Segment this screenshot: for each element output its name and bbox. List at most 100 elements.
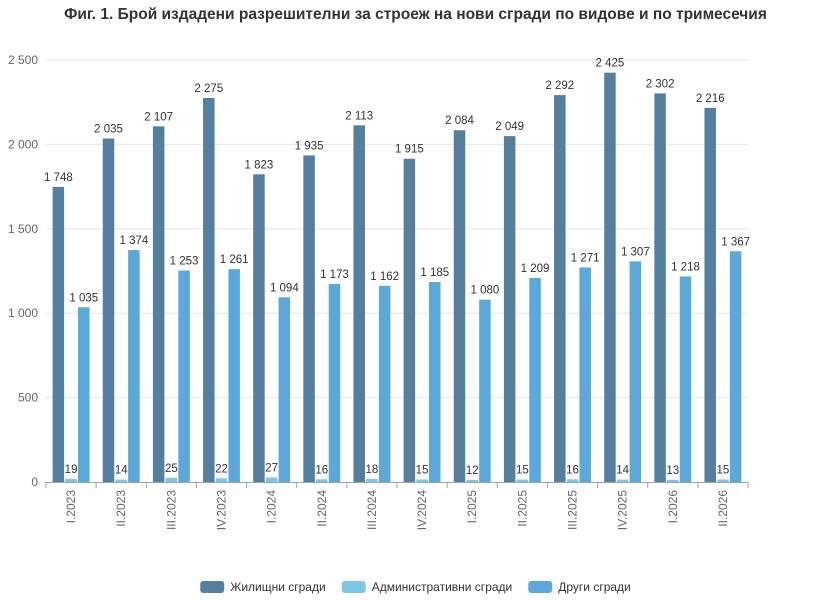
bar [128,250,140,482]
data-label: 1 185 [420,267,449,279]
y-tick-label: 1 500 [8,222,38,236]
legend-swatch [200,581,225,593]
bar [178,270,190,482]
bar [729,251,742,482]
data-label: 16 [566,464,579,476]
bar [203,97,215,482]
bar [479,299,491,482]
bar [366,478,378,482]
bar [215,478,228,482]
data-label: 2 084 [445,115,474,127]
data-label: 14 [616,465,629,477]
data-label: 15 [516,464,529,476]
chart-title: Фиг. 1. Брой издадени разрешителни за ст… [64,6,767,23]
data-label: 19 [65,464,78,476]
bar [604,72,616,482]
legend-label: Административни сгради [372,580,513,594]
x-tick-label: III.2024 [365,490,379,530]
data-label: 1 261 [220,254,249,266]
bar [453,130,466,482]
data-label: 22 [215,463,228,475]
bar [78,307,90,482]
data-label: 2 113 [345,110,373,122]
data-label: 16 [315,464,328,476]
bar [378,285,391,482]
data-label: 2 049 [495,121,524,133]
data-label: 2 107 [144,111,173,123]
x-tick-label: I.2025 [465,490,479,524]
data-label: 14 [115,465,128,477]
bar [516,479,529,482]
bar [115,479,127,482]
data-label: 2 302 [646,78,675,90]
data-label: 1 080 [471,285,500,297]
data-label: 12 [466,465,479,477]
bar [316,479,328,482]
x-tick-label: IV.2025 [616,490,630,531]
bar [65,478,77,482]
data-labels: 1 748 2 035 2 107 2 275 1 823 1 935 2 113 1 915… [44,58,750,477]
x-tick-label: II.2026 [716,490,730,527]
x-tick-label: IV.2024 [415,490,429,531]
data-label: 2 292 [545,80,574,92]
data-label: 1 162 [370,271,399,283]
bar [403,158,416,483]
data-label: 1 307 [621,246,650,258]
bar [328,283,341,482]
bars [52,72,742,483]
bar [303,155,315,482]
bar [667,479,679,482]
data-label: 2 425 [596,58,625,70]
data-label: 2 216 [696,93,725,105]
legend: Жилищни сгради Административни сгради Друг… [200,580,631,594]
y-tick-label: 2 500 [8,53,38,67]
bar [152,126,165,482]
legend-swatch [528,581,553,593]
bar [679,276,692,482]
x-tick-label: III.2023 [164,490,178,530]
bar [165,477,178,482]
data-label: 1 367 [721,236,750,248]
bar [466,479,478,482]
legend-label: Други сгради [558,580,631,594]
data-label: 25 [165,463,178,475]
bar [416,479,428,482]
data-label: 1 915 [395,144,424,156]
x-tick-label: I.2024 [265,490,279,524]
data-label: 1 094 [270,282,299,294]
data-label: 18 [366,464,379,476]
data-label: 15 [416,464,429,476]
y-tick-label: 1 000 [8,306,38,320]
bar [429,281,441,482]
x-tick-label: III.2025 [566,490,580,530]
x-axis: I.2023 II.2023 III.2023 IV.2023 I.2024 II.202… [45,482,749,531]
legend-item[interactable]: Жилищни сгради [200,580,326,594]
bar [278,297,291,482]
x-tick-label: IV.2023 [215,490,229,531]
data-label: 1 253 [170,255,199,267]
bar [228,269,240,482]
data-label: 1 271 [571,252,600,264]
bar [253,174,265,483]
legend-item[interactable]: Други сгради [528,580,631,594]
bar [579,267,591,482]
y-tick-label: 2 000 [8,137,38,151]
data-label: 13 [666,465,679,477]
x-tick-label: II.2025 [515,490,529,527]
x-tick-label: II.2024 [315,490,329,527]
data-label: 1 035 [69,292,98,304]
data-label: 27 [265,462,278,474]
bar [102,138,115,482]
x-tick-label: I.2026 [666,490,680,524]
bar [654,93,666,483]
data-label: 1 935 [295,140,324,152]
bar [629,261,642,482]
data-label: 1 209 [521,263,550,275]
legend-item[interactable]: Административни сгради [341,580,513,594]
legend-label: Жилищни сгради [230,580,325,594]
data-label: 1 218 [671,261,700,273]
bar [704,107,716,482]
x-tick-label: II.2023 [114,490,128,527]
y-axis: 0 500 1 000 1 500 2 000 2 500 [8,53,38,489]
